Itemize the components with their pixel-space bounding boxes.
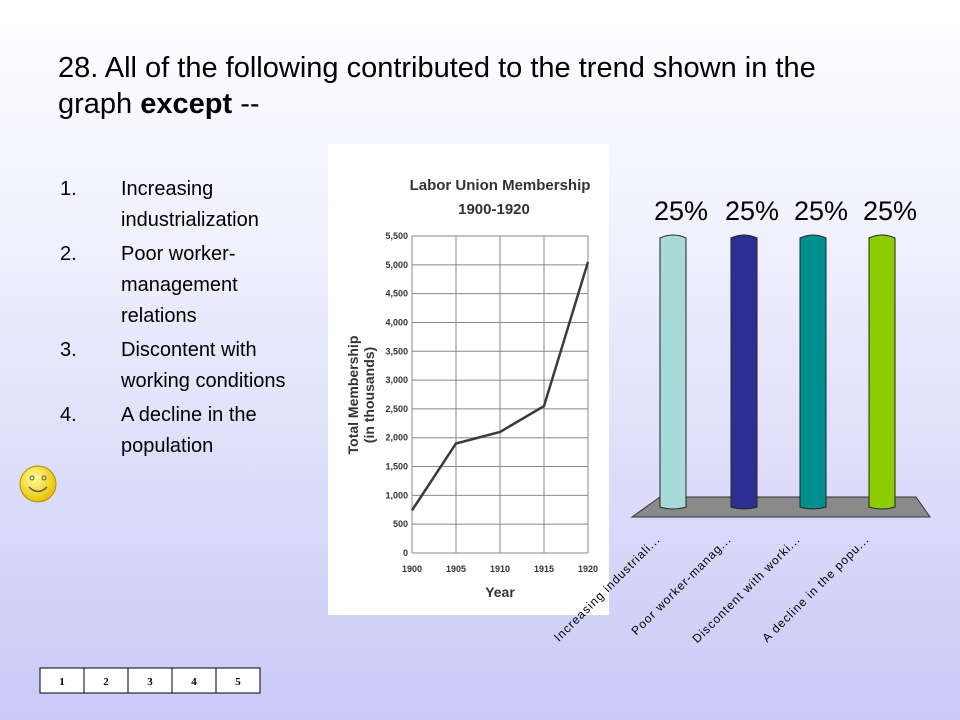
option-text: A decline in the population: [121, 404, 257, 457]
bar: [730, 234, 758, 510]
nav-number: 4: [191, 676, 197, 688]
y-tick-label: 2,500: [385, 404, 408, 414]
y-axis-label: Total Membership: [345, 336, 361, 455]
y-tick-label: 0: [403, 548, 408, 558]
question-title: 28. All of the following contributed to …: [58, 50, 878, 122]
bar: [659, 234, 687, 510]
option: 3. Discontent with working conditions: [60, 335, 311, 397]
x-tick-label: 1900: [402, 564, 422, 574]
nav-number: 2: [103, 676, 109, 688]
option-number: 2.: [60, 243, 77, 265]
title-emphasis: except: [140, 88, 233, 120]
x-tick-label: 1920: [578, 564, 598, 574]
nav-number: 3: [147, 676, 153, 688]
option-number: 1.: [60, 178, 77, 200]
option-number: 4.: [60, 404, 77, 426]
value-label: 25%: [863, 196, 917, 226]
y-tick-label: 1,000: [385, 490, 408, 500]
option-number: 3.: [60, 339, 77, 361]
nav-box: [39, 667, 261, 694]
option: 1. Increasing industrialization: [60, 174, 311, 236]
option-text: Increasing industrialization: [121, 178, 259, 231]
x-axis-label: Year: [485, 584, 515, 600]
chart-title: Labor Union Membership: [410, 177, 591, 194]
y-tick-label: 5,000: [385, 260, 408, 270]
option-text: Poor worker-management relations: [121, 243, 238, 327]
nav-number: 1: [59, 676, 65, 688]
y-tick-label: 3,500: [385, 346, 408, 356]
title-text: 28. All of the following contributed to …: [58, 52, 816, 120]
x-tick-label: 1910: [490, 564, 510, 574]
option-text: Discontent with working conditions: [121, 339, 286, 392]
smiley-icon: [19, 465, 57, 503]
nav-number: 5: [235, 676, 241, 688]
y-tick-label: 4,000: [385, 317, 408, 327]
y-tick-label: 500: [393, 519, 408, 529]
y-tick-label: 3,000: [385, 375, 408, 385]
bar: [868, 234, 896, 510]
line-chart-panel: [328, 144, 609, 615]
title-end: --: [240, 88, 260, 120]
options: 1. Increasing industrialization 2. Poor wor…: [60, 174, 311, 465]
value-label: 25%: [725, 196, 779, 226]
x-tick-label: 1905: [446, 564, 466, 574]
option: 2. Poor worker-management relations: [60, 239, 311, 332]
y-tick-label: 4,500: [385, 289, 408, 299]
y-tick-label: 2,000: [385, 433, 408, 443]
value-label: 25%: [654, 196, 708, 226]
y-tick-label: 5,500: [385, 231, 408, 241]
line-series: [410, 261, 590, 512]
option: 4. A decline in the population: [60, 400, 311, 462]
y-tick-label: 1,500: [385, 462, 408, 472]
bar: [799, 234, 827, 510]
bar-floor: [630, 496, 931, 518]
value-label: 25%: [794, 196, 848, 226]
x-tick-label: 1915: [534, 564, 554, 574]
chart-subtitle: 1900-1920: [458, 201, 530, 218]
y-axis-label: (in thousands): [361, 347, 377, 443]
